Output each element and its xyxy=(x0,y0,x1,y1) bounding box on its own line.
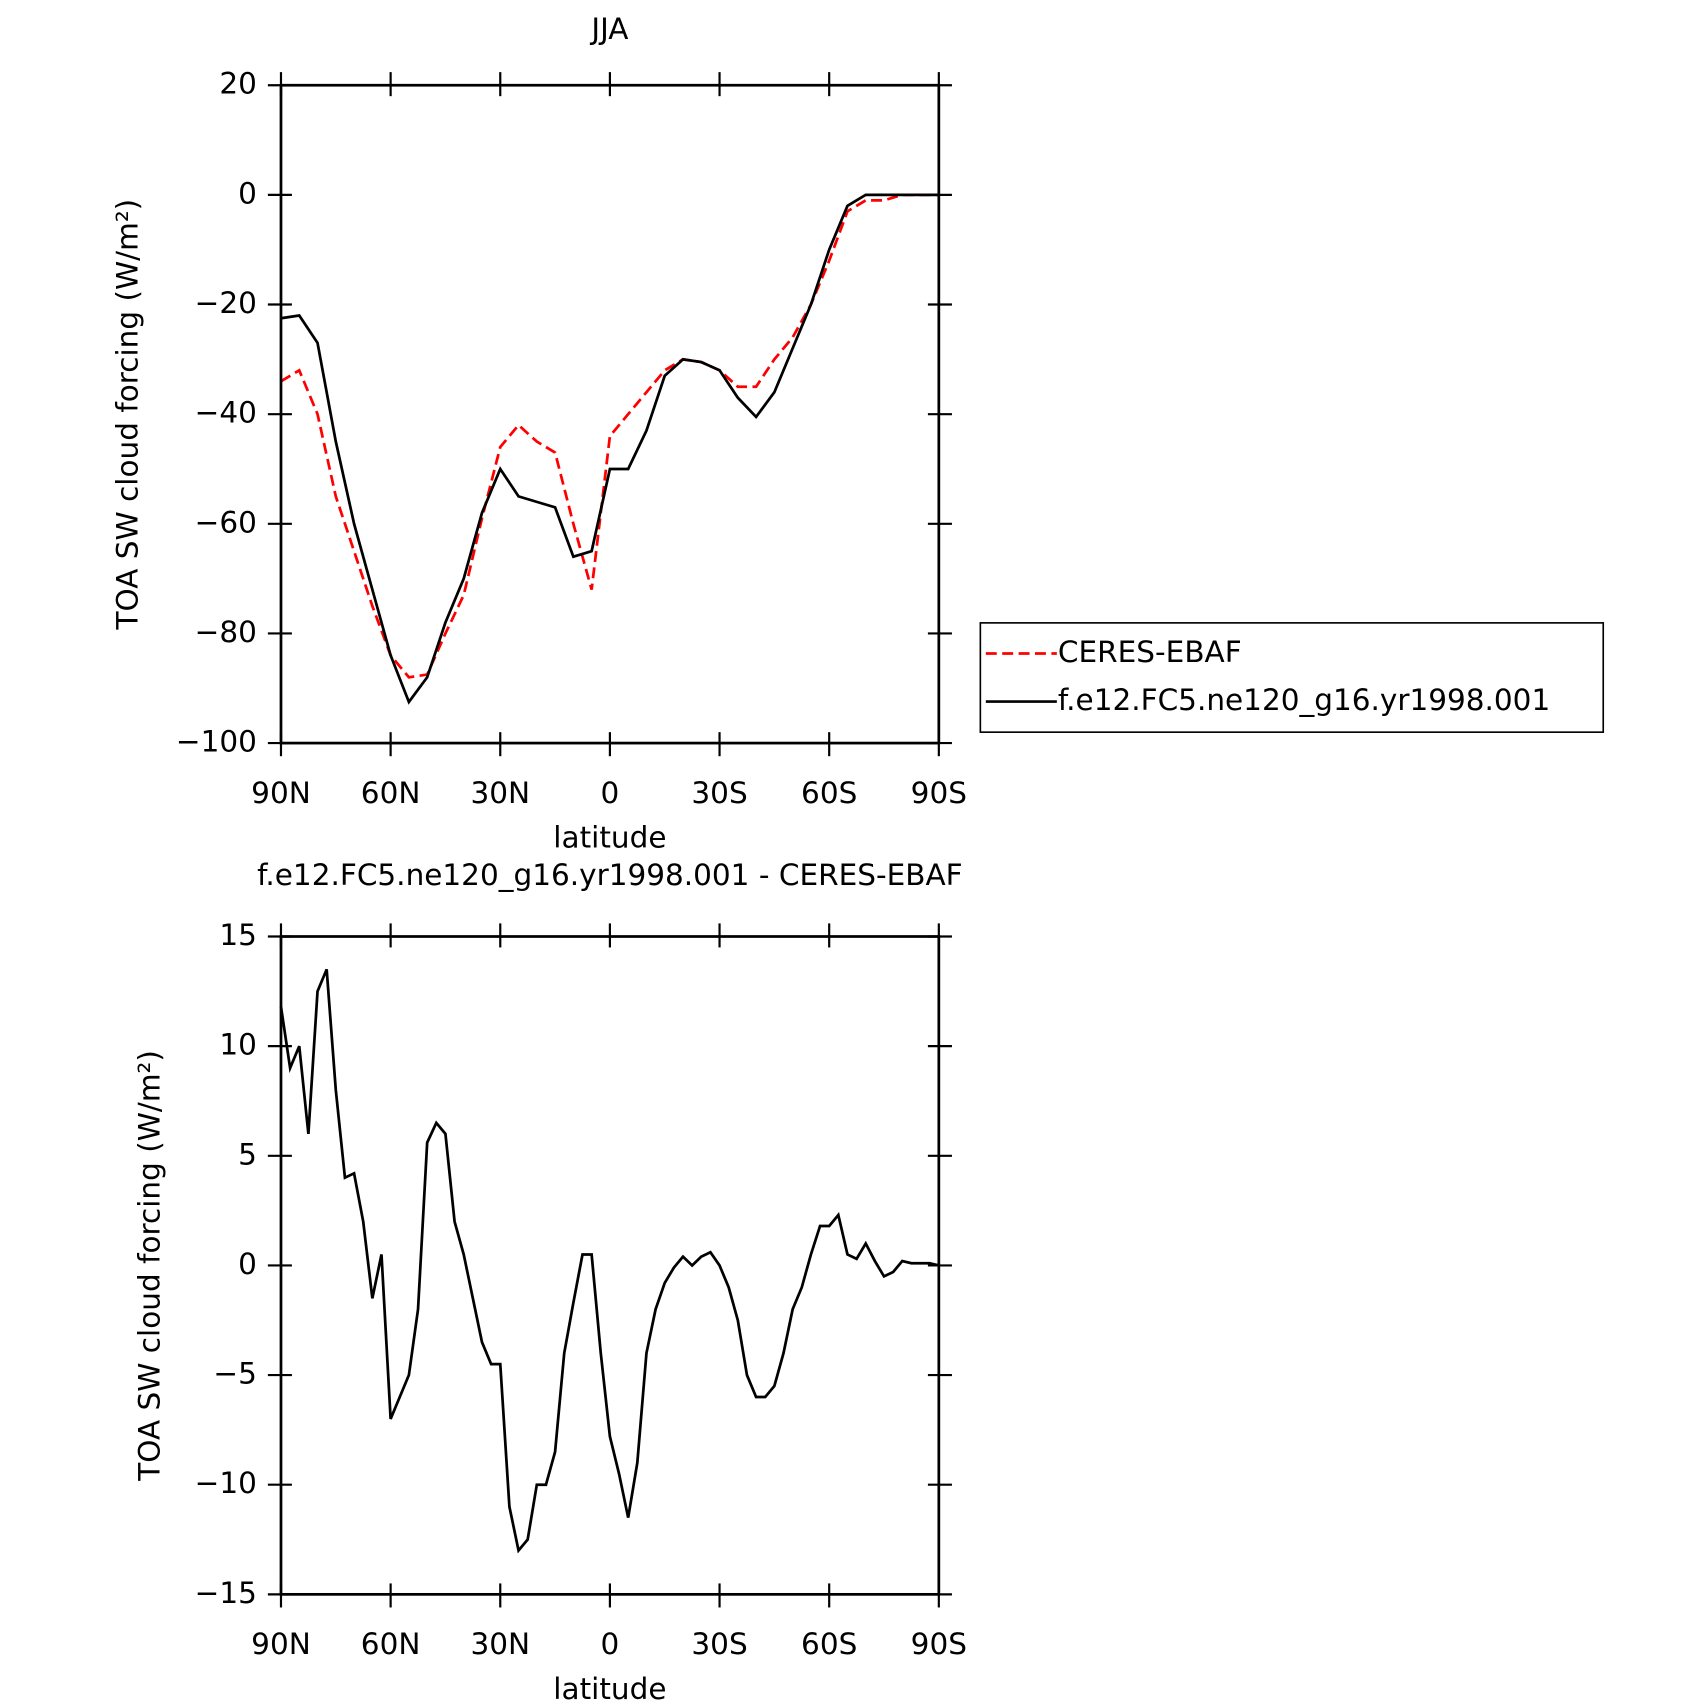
x-tick-label: 0 xyxy=(601,776,620,810)
y-tick-label: 15 xyxy=(219,918,257,952)
y-tick-label: 5 xyxy=(238,1137,257,1171)
y-axis-label: TOA SW cloud forcing (W/m²) xyxy=(111,199,145,631)
y-tick-label: −15 xyxy=(195,1576,257,1610)
x-tick-label: 90N xyxy=(251,1627,311,1661)
x-tick-label: 0 xyxy=(601,1627,620,1661)
legend-box xyxy=(979,622,1605,733)
y-axis-label: TOA SW cloud forcing (W/m²) xyxy=(132,1050,166,1482)
x-tick-label: 30S xyxy=(691,1627,747,1661)
chart-title: JJA xyxy=(589,12,628,46)
legend-label: f.e12.FC5.ne120_g16.yr1998.001 xyxy=(1058,683,1550,717)
data-line xyxy=(280,193,939,679)
x-tick-label: 60S xyxy=(801,1627,857,1661)
x-tick-label: 60S xyxy=(801,776,857,810)
y-tick-label: −100 xyxy=(176,725,257,759)
x-tick-label: 60N xyxy=(361,1627,421,1661)
data-line xyxy=(279,968,940,1554)
y-tick-label: 0 xyxy=(238,176,257,210)
data-line xyxy=(280,193,939,705)
plot-frame xyxy=(279,935,941,1596)
x-tick-label: 60N xyxy=(361,776,421,810)
x-tick-label: 30S xyxy=(691,776,747,810)
y-tick-label: −60 xyxy=(195,505,257,539)
y-tick-label: −20 xyxy=(195,286,257,320)
y-tick-label: −5 xyxy=(213,1357,256,1391)
x-tick-label: 90S xyxy=(911,776,967,810)
chart-title: f.e12.FC5.ne120_g16.yr1998.001 - CERES-E… xyxy=(257,858,962,892)
x-tick-label: 30N xyxy=(470,1627,530,1661)
legend-label: CERES-EBAF xyxy=(1058,635,1242,669)
y-tick-label: 20 xyxy=(219,67,257,101)
x-tick-label: 90N xyxy=(251,776,311,810)
x-tick-label: 30N xyxy=(470,776,530,810)
plot-frame xyxy=(279,83,941,745)
y-tick-label: −80 xyxy=(195,615,257,649)
y-tick-label: −10 xyxy=(195,1466,257,1500)
x-axis-label: latitude xyxy=(553,821,666,855)
y-tick-label: −40 xyxy=(195,396,257,430)
x-axis-label: latitude xyxy=(553,1672,666,1706)
y-tick-label: 10 xyxy=(219,1028,257,1062)
x-tick-label: 90S xyxy=(911,1627,967,1661)
y-tick-label: 0 xyxy=(238,1247,257,1281)
